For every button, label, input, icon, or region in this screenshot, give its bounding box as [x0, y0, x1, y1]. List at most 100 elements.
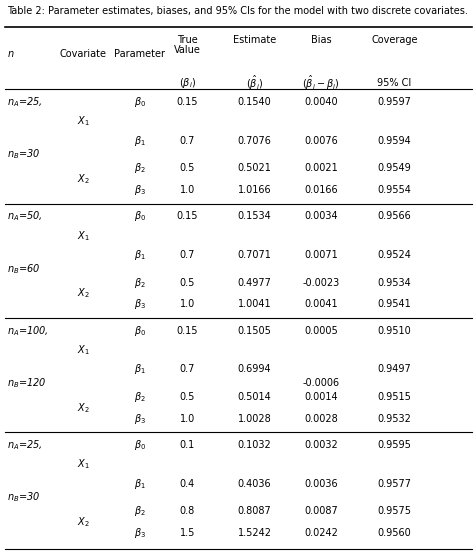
Text: $X_2$: $X_2$ — [77, 287, 89, 300]
Text: $(\beta_i)$: $(\beta_i)$ — [179, 75, 196, 90]
Text: 0.7071: 0.7071 — [237, 250, 272, 260]
Text: $(\hat{\beta}_i - \beta_i)$: $(\hat{\beta}_i - \beta_i)$ — [302, 74, 340, 92]
Text: $X_1$: $X_1$ — [77, 115, 89, 129]
Text: 0.9594: 0.9594 — [377, 136, 411, 146]
Text: Estimate: Estimate — [233, 35, 276, 45]
Text: 0.9534: 0.9534 — [377, 278, 411, 288]
Text: 0.0087: 0.0087 — [304, 506, 338, 517]
Text: $\beta_1$: $\beta_1$ — [134, 477, 146, 491]
Text: 0.9497: 0.9497 — [377, 364, 411, 375]
Text: 0.0032: 0.0032 — [304, 440, 338, 450]
Text: 0.15: 0.15 — [176, 326, 198, 335]
Text: 0.0014: 0.0014 — [304, 392, 337, 402]
Text: 0.0242: 0.0242 — [304, 528, 338, 538]
Text: -0.0006: -0.0006 — [302, 378, 339, 388]
Text: 0.7: 0.7 — [180, 136, 195, 146]
Text: $(\hat{\beta}_i)$: $(\hat{\beta}_i)$ — [246, 74, 263, 92]
Text: $n_B$=120: $n_B$=120 — [7, 376, 46, 390]
Text: $\beta_1$: $\beta_1$ — [134, 134, 146, 148]
Text: $\beta_3$: $\beta_3$ — [134, 297, 146, 311]
Text: 0.0071: 0.0071 — [304, 250, 338, 260]
Text: 0.5: 0.5 — [180, 392, 195, 402]
Text: $X_2$: $X_2$ — [77, 401, 89, 415]
Text: $n_A$=25,: $n_A$=25, — [7, 438, 43, 452]
Text: 0.0021: 0.0021 — [304, 163, 338, 173]
Text: $\beta_0$: $\beta_0$ — [134, 438, 146, 452]
Text: 0.7: 0.7 — [180, 250, 195, 260]
Text: True: True — [177, 35, 198, 45]
Text: 0.4: 0.4 — [180, 479, 195, 489]
Text: 1.5: 1.5 — [180, 528, 195, 538]
Text: 1.0041: 1.0041 — [238, 299, 271, 309]
Text: 0.5: 0.5 — [180, 163, 195, 173]
Text: $n_B$=60: $n_B$=60 — [7, 262, 40, 276]
Text: 0.1505: 0.1505 — [237, 326, 272, 335]
Text: 0.1: 0.1 — [180, 440, 195, 450]
Text: 0.15: 0.15 — [176, 97, 198, 107]
Text: $X_2$: $X_2$ — [77, 515, 89, 529]
Text: $\beta_2$: $\beta_2$ — [134, 504, 146, 518]
Text: -0.0023: -0.0023 — [302, 278, 339, 288]
Text: 0.4036: 0.4036 — [238, 479, 271, 489]
Text: $n_B$=30: $n_B$=30 — [7, 491, 40, 504]
Text: 0.1032: 0.1032 — [237, 440, 272, 450]
Text: 1.0028: 1.0028 — [237, 414, 272, 424]
Text: 0.4977: 0.4977 — [237, 278, 272, 288]
Text: Covariate: Covariate — [59, 49, 107, 59]
Text: 0.9541: 0.9541 — [377, 299, 411, 309]
Text: 0.8: 0.8 — [180, 506, 195, 517]
Text: $X_2$: $X_2$ — [77, 172, 89, 186]
Text: 0.5021: 0.5021 — [237, 163, 272, 173]
Text: $\beta_1$: $\beta_1$ — [134, 362, 146, 377]
Text: $\beta_3$: $\beta_3$ — [134, 411, 146, 425]
Text: 0.9549: 0.9549 — [377, 163, 411, 173]
Text: $n_A$=25,: $n_A$=25, — [7, 95, 43, 109]
Text: $\beta_0$: $\beta_0$ — [134, 209, 146, 223]
Text: $\beta_2$: $\beta_2$ — [134, 390, 146, 404]
Text: $X_1$: $X_1$ — [77, 343, 89, 357]
Text: Table 2: Parameter estimates, biases, and 95% CIs for the model with two discret: Table 2: Parameter estimates, biases, an… — [7, 6, 467, 16]
Text: Value: Value — [174, 45, 201, 55]
Text: 0.0041: 0.0041 — [304, 299, 337, 309]
Text: 0.6994: 0.6994 — [238, 364, 271, 375]
Text: 0.0166: 0.0166 — [304, 185, 337, 195]
Text: 0.0034: 0.0034 — [304, 211, 337, 221]
Text: 0.9577: 0.9577 — [377, 479, 411, 489]
Text: $n$: $n$ — [7, 49, 15, 59]
Text: $\beta_3$: $\beta_3$ — [134, 183, 146, 197]
Text: 0.0028: 0.0028 — [304, 414, 338, 424]
Text: $n_A$=50,: $n_A$=50, — [7, 210, 43, 223]
Text: 0.9554: 0.9554 — [377, 185, 411, 195]
Text: $\beta_0$: $\beta_0$ — [134, 95, 146, 109]
Text: $n_A$=100,: $n_A$=100, — [7, 324, 49, 338]
Text: Bias: Bias — [310, 35, 331, 45]
Text: 1.0: 1.0 — [180, 299, 195, 309]
Text: 0.9510: 0.9510 — [377, 326, 411, 335]
Text: 0.9515: 0.9515 — [377, 392, 411, 402]
Text: 0.7: 0.7 — [180, 364, 195, 375]
Text: $\beta_2$: $\beta_2$ — [134, 276, 146, 290]
Text: 0.9524: 0.9524 — [377, 250, 411, 260]
Text: 1.0: 1.0 — [180, 414, 195, 424]
Text: 0.9575: 0.9575 — [377, 506, 411, 517]
Text: 0.9532: 0.9532 — [377, 414, 411, 424]
Text: 0.7076: 0.7076 — [237, 136, 272, 146]
Text: 0.5014: 0.5014 — [237, 392, 272, 402]
Text: 0.15: 0.15 — [176, 211, 198, 221]
Text: 95% CI: 95% CI — [377, 78, 411, 88]
Text: 0.8087: 0.8087 — [237, 506, 272, 517]
Text: $\beta_2$: $\beta_2$ — [134, 162, 146, 176]
Text: Coverage: Coverage — [371, 35, 418, 45]
Text: $\beta_0$: $\beta_0$ — [134, 324, 146, 338]
Text: 0.0005: 0.0005 — [304, 326, 338, 335]
Text: 0.9597: 0.9597 — [377, 97, 411, 107]
Text: 0.9595: 0.9595 — [377, 440, 411, 450]
Text: 1.0166: 1.0166 — [238, 185, 271, 195]
Text: 0.1534: 0.1534 — [237, 211, 272, 221]
Text: 0.0040: 0.0040 — [304, 97, 337, 107]
Text: Parameter: Parameter — [114, 49, 165, 59]
Text: 0.1540: 0.1540 — [237, 97, 272, 107]
Text: 1.0: 1.0 — [180, 185, 195, 195]
Text: $\beta_3$: $\beta_3$ — [134, 526, 146, 540]
Text: 1.5242: 1.5242 — [237, 528, 272, 538]
